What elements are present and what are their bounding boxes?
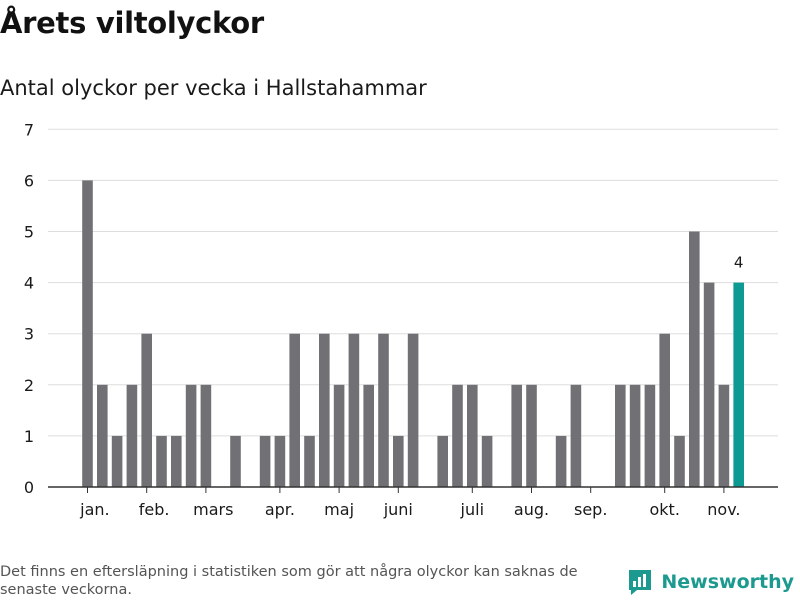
bars [82,180,744,487]
bar [393,435,404,487]
bar [570,384,582,487]
bar [111,435,123,487]
month-label: sep. [574,500,607,519]
bar [526,384,537,487]
bar-chart: 0 1 2 3 4 5 6 7 jan. feb. mars apr. maj juni juli aug.… [24,120,778,519]
bar [437,435,448,487]
bar [141,333,152,487]
bar [659,333,670,487]
bar [703,282,715,487]
month-label: juni [383,500,413,519]
bar [82,180,93,487]
month-label: aug. [514,500,549,519]
month-label: jan. [79,500,109,519]
bar [126,384,138,487]
bar [718,384,730,487]
bar [363,384,374,487]
bar [185,384,197,487]
bar [674,435,685,487]
y-tick-label: 2 [24,376,34,395]
y-tick-label: 6 [24,171,34,190]
bar [200,384,212,487]
y-tick-label: 3 [24,325,34,344]
chart-subtitle: Antal olyckor per vecka i Hallstahammar [0,76,427,100]
bar [407,333,419,487]
bar [689,231,700,487]
bar [274,435,286,487]
bar [171,435,182,487]
bar [378,333,389,487]
bar [289,333,300,487]
y-tick-label: 0 [24,478,34,497]
bar [481,435,493,487]
bar [304,435,315,487]
bar [615,384,626,487]
bar [555,435,567,487]
data-labels: 4 [734,254,744,272]
bar [348,333,360,487]
brand-name: Newsworthy [661,571,794,593]
chart-title: Årets viltolyckor [0,6,264,40]
month-label: okt. [649,500,679,519]
brand-logo[interactable]: Newsworthy [627,568,794,596]
footnote: Det finns en eftersläpning i statistiken… [0,564,578,598]
newsworthy-logo-icon [629,570,652,595]
month-label: nov. [707,500,740,519]
bar [629,384,641,487]
bar [156,435,167,487]
bar [644,384,656,487]
bar [452,384,463,487]
month-label: juli [460,500,484,519]
bar [733,282,744,487]
x-axis: jan. feb. mars apr. maj juni juli aug. sep. okt. n… [48,486,778,519]
y-axis-ticks: 0 1 2 3 4 5 6 7 [24,120,34,497]
bar [511,384,522,487]
bar [333,384,345,487]
bar [230,435,241,487]
bar [97,384,108,487]
y-tick-label: 5 [24,223,34,242]
month-label: apr. [265,500,295,519]
y-tick-label: 7 [24,120,34,139]
data-label: 4 [734,254,744,272]
month-label: feb. [139,500,170,519]
month-label: maj [324,500,354,519]
bar [259,435,271,487]
bar [467,384,478,487]
y-tick-label: 1 [24,427,34,446]
bar [319,333,330,487]
month-label: mars [193,500,233,519]
y-tick-label: 4 [24,274,34,293]
